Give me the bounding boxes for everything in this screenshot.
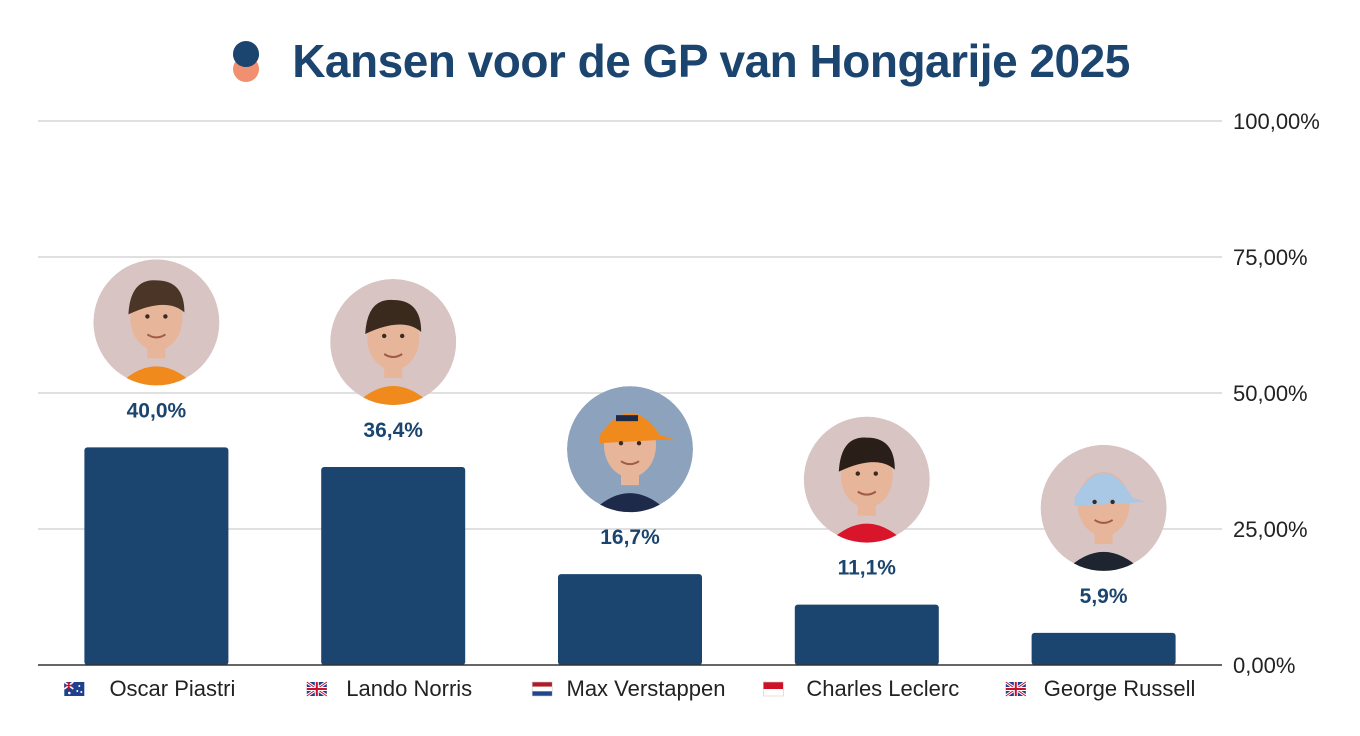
bar-lando-norris xyxy=(321,466,466,665)
united-kingdom-flag-icon xyxy=(1004,680,1027,698)
data-label: 36,4% xyxy=(363,419,423,442)
brand-logo-icon xyxy=(230,39,262,83)
chart-title: Kansen voor de GP van Hongarije 2025 xyxy=(292,35,1130,87)
category-label: Oscar Piastri xyxy=(109,676,235,701)
monaco-flag-icon xyxy=(762,681,784,697)
australia-flag-icon xyxy=(63,681,85,696)
y-tick-label: 0,00% xyxy=(1233,653,1295,678)
y-tick-label: 25,00% xyxy=(1233,517,1308,542)
category-label: Charles Leclerc xyxy=(806,676,959,701)
chart-header: Kansen voor de GP van Hongarije 2025 xyxy=(0,26,1360,96)
data-label: 11,1% xyxy=(838,557,897,580)
data-label: 40,0% xyxy=(127,399,187,422)
max-verstappen-avatar xyxy=(567,386,693,513)
category-label: Max Verstappen xyxy=(567,676,726,701)
george-russell-avatar xyxy=(1040,444,1167,571)
y-tick-label: 75,00% xyxy=(1233,245,1308,270)
data-label: 16,7% xyxy=(600,526,660,549)
bar-george-russell xyxy=(1031,632,1176,665)
y-tick-label: 50,00% xyxy=(1233,381,1308,406)
data-label: 5,9% xyxy=(1080,585,1128,608)
bar-charles-leclerc xyxy=(794,604,939,665)
bar-max-verstappen xyxy=(558,574,702,665)
y-tick-label: 100,00% xyxy=(1233,109,1320,134)
category-label: George Russell xyxy=(1044,676,1196,701)
category-label: Lando Norris xyxy=(346,676,472,701)
lando-norris-avatar xyxy=(330,278,457,405)
netherlands-flag-icon xyxy=(531,681,553,697)
charles-leclerc-avatar xyxy=(803,416,930,543)
bar-oscar-piastri xyxy=(84,447,229,665)
oscar-piastri-avatar xyxy=(93,259,220,386)
united-kingdom-flag-icon xyxy=(305,680,328,698)
